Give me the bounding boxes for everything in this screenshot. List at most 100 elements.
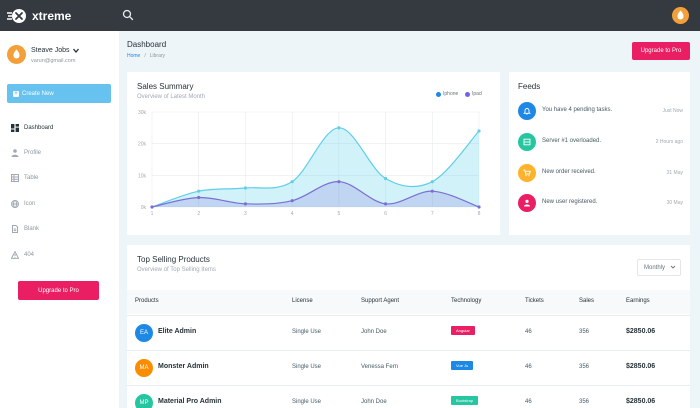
- feed-item[interactable]: New order received. 31 May: [518, 164, 683, 184]
- feed-time: 2 Hours ago: [655, 139, 683, 145]
- product-name: Monster Admin: [158, 363, 209, 370]
- data-point: [477, 129, 481, 133]
- x-tick-label: 6: [384, 211, 387, 217]
- sidebar-item-blank[interactable]: Blank: [0, 217, 119, 242]
- breadcrumb-home[interactable]: Home: [127, 53, 141, 59]
- x-tick-label: 7: [431, 211, 434, 217]
- series-area-ipad: [152, 181, 479, 207]
- data-point: [430, 180, 434, 184]
- license: Single Use: [292, 364, 322, 370]
- avatar: [7, 45, 26, 64]
- table-row[interactable]: MA Monster Admin Single Use Venessa Fern…: [127, 350, 690, 385]
- column-header: License: [292, 298, 313, 304]
- user-avatar-button[interactable]: [672, 7, 689, 24]
- license: Single Use: [292, 399, 322, 405]
- search-icon[interactable]: [122, 8, 136, 22]
- y-tick-label: 30k: [138, 110, 147, 116]
- bell-icon: [518, 102, 536, 120]
- feed-text: New order received.: [542, 169, 596, 175]
- data-point: [243, 202, 248, 206]
- chevron-down-icon: [73, 48, 80, 53]
- earnings: $2850.06: [626, 363, 656, 370]
- data-point: [337, 126, 341, 130]
- data-point: [383, 176, 388, 181]
- sales-chart: 30k 20k 10k 0k 1 2 3 4 5 6 7 8: [138, 110, 481, 217]
- sales: 356: [579, 329, 590, 335]
- sidebar-item-table[interactable]: Table: [0, 166, 119, 191]
- data-point: [383, 202, 388, 206]
- user-email: varun@gmail.com: [31, 58, 76, 64]
- table-row[interactable]: MP Material Pro Admin Single Use John Do…: [127, 385, 690, 408]
- products-title: Top Selling Products: [137, 255, 210, 264]
- user-icon: [518, 194, 536, 212]
- x-tick-label: 4: [291, 211, 294, 217]
- sales-subtitle: Overview of Latest Month: [137, 94, 206, 100]
- grid-icon: [10, 123, 19, 132]
- globe-icon: [10, 199, 19, 208]
- sidebar-item-dashboard[interactable]: Dashboard: [0, 115, 119, 140]
- tickets: 46: [525, 364, 532, 370]
- data-point: [243, 186, 248, 190]
- upgrade-pro-button-sidebar[interactable]: Upgrade to Pro: [18, 281, 99, 300]
- sidebar-item-label: Icon: [24, 200, 36, 207]
- data-point: [197, 189, 201, 193]
- technology-badge: Angular: [451, 326, 475, 335]
- create-new-label: Create New: [22, 90, 54, 97]
- tickets: 46: [525, 329, 532, 335]
- logo-icon: [7, 8, 27, 24]
- table-row[interactable]: EA Elite Admin Single Use John Doe Angul…: [127, 315, 690, 350]
- x-tick-label: 2: [197, 211, 200, 217]
- feeds-card: Feeds You have 4 pending tasks. Just Now…: [509, 72, 690, 235]
- sidebar-item-profile[interactable]: Profile: [0, 140, 119, 165]
- sidebar-item-label: Dashboard: [24, 124, 54, 131]
- user-name[interactable]: Steave Jobs: [31, 47, 80, 54]
- avatar: MA: [135, 359, 153, 377]
- support-agent: Venessa Fern: [361, 364, 399, 370]
- tickets: 46: [525, 399, 532, 405]
- period-select[interactable]: Monthly: [637, 259, 681, 276]
- data-point: [290, 199, 294, 203]
- sidebar-item-404[interactable]: 404: [0, 242, 119, 267]
- series-line-ipad: [151, 181, 480, 208]
- sidebar-item-icon[interactable]: Icon: [0, 191, 119, 216]
- upgrade-pro-button[interactable]: Upgrade to Pro: [632, 42, 690, 60]
- app-name: xtreme: [32, 8, 72, 23]
- column-header: Technology: [451, 298, 482, 304]
- cart-icon: [518, 164, 536, 182]
- create-new-button[interactable]: + Create New: [7, 84, 111, 103]
- technology-badge: Vue Js: [451, 361, 474, 370]
- x-tick-label: 5: [337, 211, 340, 217]
- server-icon: [518, 133, 536, 151]
- data-point: [290, 180, 294, 184]
- support-agent: John Doe: [361, 329, 387, 335]
- feed-time: Just Now: [662, 108, 683, 114]
- column-header: Tickets: [525, 298, 544, 304]
- user-profile[interactable]: Steave Jobs varun@gmail.com: [7, 45, 119, 85]
- avatar: MP: [135, 394, 153, 408]
- feed-item[interactable]: Server #1 overloaded. 2 Hours ago: [518, 133, 683, 153]
- feed-text: New user registered.: [542, 199, 598, 205]
- feed-time: 30 May: [666, 200, 683, 206]
- feed-item[interactable]: New user registered. 30 May: [518, 194, 683, 214]
- data-point: [430, 189, 434, 193]
- sidebar-item-label: Table: [24, 175, 39, 182]
- sidebar: Steave Jobs varun@gmail.com + Create New…: [0, 31, 119, 408]
- feed-item[interactable]: You have 4 pending tasks. Just Now: [518, 102, 683, 122]
- column-header: Support Agent: [361, 298, 400, 304]
- product-name: Elite Admin: [158, 328, 197, 335]
- legend-dot: [436, 91, 441, 97]
- data-point: [337, 180, 341, 184]
- sidebar-nav: Dashboard Profile Table Icon Blank: [0, 115, 119, 267]
- sidebar-item-label: Profile: [24, 150, 42, 157]
- app-logo[interactable]: xtreme: [7, 0, 117, 31]
- y-tick-label: 10k: [138, 173, 147, 179]
- sales-title: Sales Summary: [137, 82, 194, 91]
- x-tick-label: 3: [244, 211, 247, 217]
- legend-ipad[interactable]: Ipad: [465, 91, 482, 97]
- support-agent: John Doe: [361, 399, 387, 405]
- avatar-icon: [13, 49, 20, 59]
- page-title: Dashboard: [127, 40, 167, 49]
- license: Single Use: [292, 329, 322, 335]
- legend-iphone[interactable]: Iphone: [436, 91, 458, 97]
- products-subtitle: Overview of Top Selling Items: [137, 267, 216, 273]
